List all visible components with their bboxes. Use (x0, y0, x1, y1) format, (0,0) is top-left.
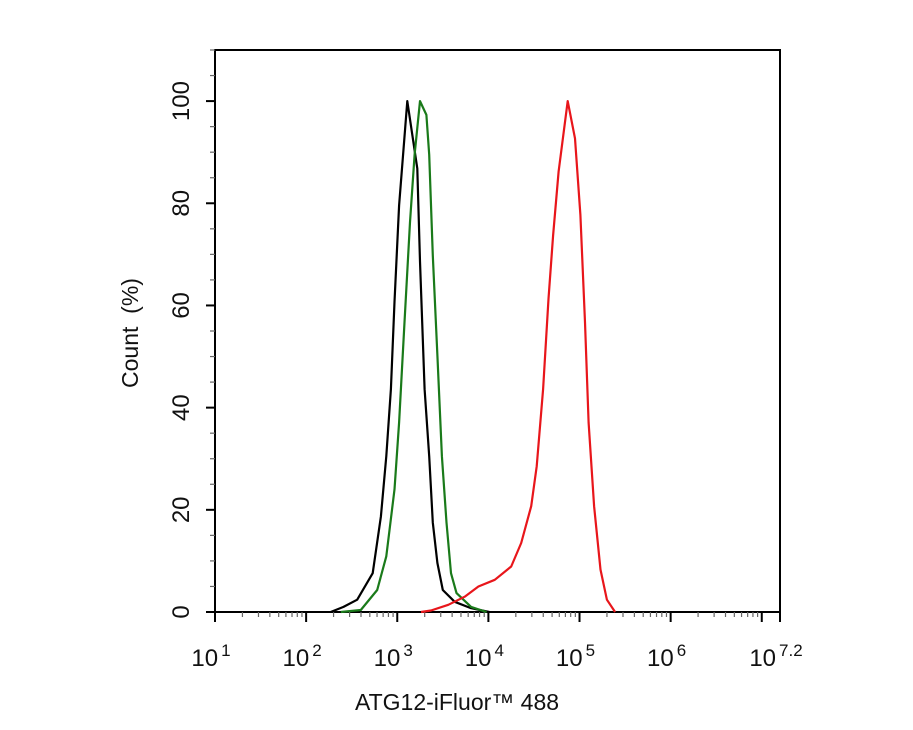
y-tick-labels: 0 20 40 60 80 100 (168, 81, 195, 619)
histogram-series-3 (420, 99, 617, 614)
series-group (330, 99, 617, 614)
x-tick-label: 10 2 (283, 641, 322, 672)
y-tick-label: 20 (168, 496, 195, 523)
x-tick-label: 10 5 (556, 641, 595, 672)
y-tick-label: 40 (168, 394, 195, 421)
x-tick-label: 10 7.2 (749, 641, 802, 672)
x-tick-label: 10 3 (374, 641, 413, 672)
y-tick-label: 100 (168, 81, 195, 121)
y-tick-label: 80 (168, 190, 195, 217)
x-axis-title: ATG12-iFluor™ 488 (355, 689, 559, 715)
plot-frame (214, 49, 781, 613)
y-axis-title: Count (%) (117, 278, 143, 388)
x-tick-label: 10 4 (465, 641, 504, 672)
y-tick-label: 0 (168, 605, 195, 618)
x-tick-label: 10 6 (647, 641, 686, 672)
axis-ticks (206, 49, 781, 622)
x-tick-label: 10 1 (191, 641, 230, 672)
histogram-series-2 (340, 99, 487, 614)
y-tick-label: 60 (168, 292, 195, 319)
x-tick-labels: 10 1 10 2 10 3 10 4 10 5 10 6 10 7.2 (191, 641, 802, 672)
histogram-series-1 (330, 99, 490, 614)
